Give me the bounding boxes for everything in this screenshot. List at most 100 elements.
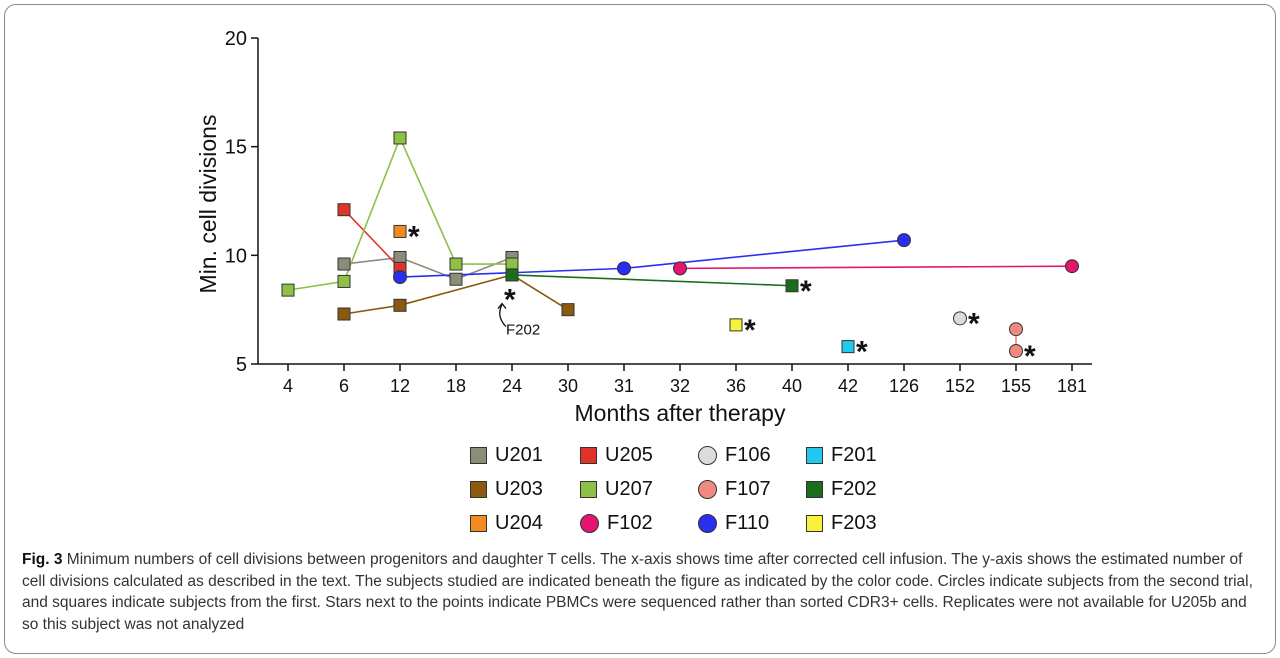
star-f203: *	[744, 314, 756, 347]
point-f106	[953, 311, 967, 326]
y-tick-label: 15	[225, 137, 247, 159]
point-u201	[337, 257, 351, 271]
legend-swatch	[470, 515, 487, 532]
x-tick-label: 31	[614, 376, 634, 396]
star-u204: *	[408, 220, 420, 253]
legend-swatch	[580, 514, 599, 533]
legend-swatch	[470, 447, 487, 464]
x-axis-label: Months after therapy	[575, 400, 786, 426]
x-tick-label: 4	[283, 376, 293, 396]
point-f203	[729, 318, 743, 332]
star-f202: *	[800, 275, 812, 308]
legend-label: U203	[495, 478, 543, 500]
legend-item-f106: F106	[698, 444, 771, 467]
legend-label: F102	[607, 512, 653, 534]
point-f102	[673, 261, 687, 276]
x-tick-label: 42	[838, 376, 858, 396]
point-u203	[337, 307, 351, 321]
x-tick-label: 181	[1057, 376, 1087, 396]
f202-arrow-head	[497, 302, 507, 309]
star-f107: *	[1024, 340, 1036, 373]
series-line-u203	[343, 274, 569, 315]
x-tick-label: 6	[339, 376, 349, 396]
series-line-f102	[679, 265, 1073, 270]
x-tick-label: 36	[726, 376, 746, 396]
chart-axes: 5 10 15 20 4 6 12 18 24 30 31 32 36 40 42 126 152 155 181	[225, 28, 1092, 396]
y-tick-label: 20	[225, 28, 247, 50]
legend-swatch	[470, 481, 487, 498]
point-u207	[281, 283, 295, 297]
point-u207	[505, 257, 519, 271]
legend-swatch	[580, 447, 597, 464]
legend-item-u207: U207	[580, 478, 653, 501]
legend-label: F106	[725, 444, 771, 466]
figure-caption: Fig. 3 Minimum numbers of cell divisions…	[22, 549, 1267, 635]
x-tick-label: 12	[390, 376, 410, 396]
legend-label: U205	[605, 444, 653, 466]
legend-label: F202	[831, 478, 877, 500]
legend-label: U204	[495, 512, 543, 534]
legend-swatch	[806, 447, 823, 464]
caption-text: Minimum numbers of cell divisions betwee…	[22, 551, 1253, 633]
x-tick-label: 32	[670, 376, 690, 396]
point-f202	[785, 279, 799, 293]
figure-frame	[4, 4, 1276, 654]
point-u207	[449, 257, 463, 271]
legend-item-u201: U201	[470, 444, 543, 467]
y-tick-label: 5	[236, 354, 247, 376]
x-tick-label: 155	[1001, 376, 1031, 396]
legend-label: U207	[605, 478, 653, 500]
y-axis-label: Min. cell divisions	[195, 115, 221, 294]
series-line-u201	[343, 256, 513, 281]
point-u201	[393, 251, 407, 265]
series-line-f202	[511, 274, 793, 287]
x-tick-label: 40	[782, 376, 802, 396]
legend-label: F107	[725, 478, 771, 500]
point-u207	[393, 131, 407, 145]
f202-star: *	[504, 283, 516, 316]
legend-label: F110	[725, 512, 770, 534]
legend-item-u205: U205	[580, 444, 653, 467]
point-f202	[505, 268, 519, 282]
chart-annotations: * * * * * * * F202	[408, 220, 1036, 373]
point-f201	[841, 340, 855, 354]
legend-swatch	[580, 481, 597, 498]
x-tick-label: 30	[558, 376, 578, 396]
point-u205	[337, 203, 351, 217]
point-u204	[393, 224, 407, 238]
y-tick-label: 10	[225, 245, 247, 267]
legend-swatch	[698, 480, 717, 499]
x-tick-label: 24	[502, 376, 522, 396]
point-u203	[393, 298, 407, 312]
series-line-u205	[343, 209, 401, 269]
legend-swatch	[806, 481, 823, 498]
legend-item-f203: F203	[806, 512, 877, 535]
legend-item-u204: U204	[470, 512, 543, 535]
legend-label: U201	[495, 444, 543, 466]
x-tick-label: 18	[446, 376, 466, 396]
legend-swatch	[806, 515, 823, 532]
x-tick-label: 126	[889, 376, 919, 396]
caption-label: Fig. 3	[22, 551, 63, 568]
point-f110	[393, 270, 407, 285]
legend-label: F203	[831, 512, 877, 534]
star-f201: *	[856, 336, 868, 369]
point-f107	[1009, 343, 1023, 358]
legend-swatch	[698, 446, 717, 465]
series-points	[281, 131, 1079, 358]
f202-label: F202	[506, 322, 540, 339]
point-u207	[337, 274, 351, 288]
point-u203	[561, 303, 575, 317]
point-f110	[617, 261, 631, 276]
point-f107	[1009, 322, 1023, 337]
legend-label: F201	[831, 444, 877, 466]
point-f110	[897, 233, 911, 248]
legend-swatch	[698, 514, 717, 533]
star-f106: *	[968, 307, 980, 340]
f202-arrow	[499, 304, 507, 327]
legend-item-f110: F110	[698, 512, 769, 535]
legend-item-f107: F107	[698, 478, 771, 501]
point-f102	[1065, 259, 1079, 274]
legend-item-f201: F201	[806, 444, 877, 467]
